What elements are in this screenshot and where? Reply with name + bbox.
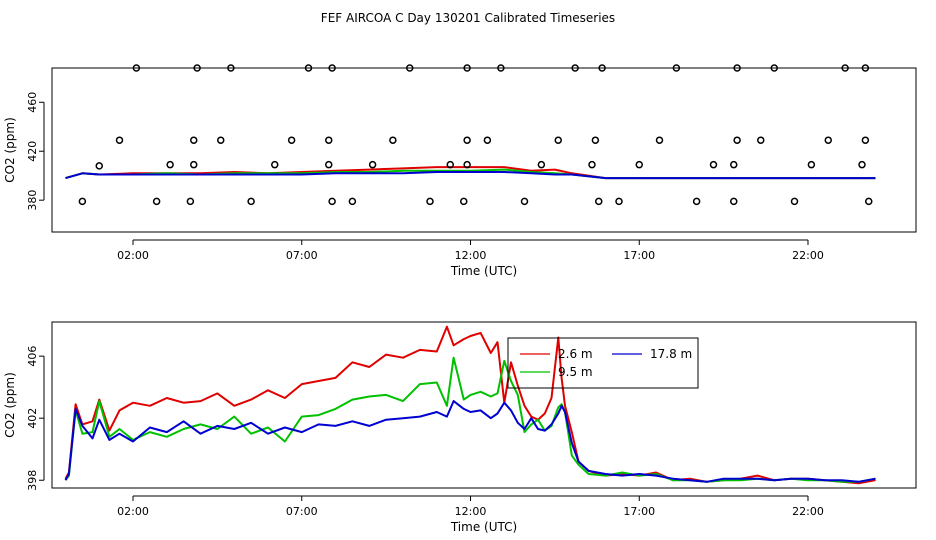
calibration-point	[635, 160, 643, 169]
series-line-2-6-m	[64, 325, 876, 485]
plot-frame	[51, 321, 917, 489]
series-line-17-8-m	[65, 171, 876, 180]
calibration-point	[858, 160, 866, 169]
calibration-point	[554, 136, 562, 144]
calibration-point	[78, 197, 87, 206]
series-line-9-5-m	[64, 356, 876, 483]
calibration-point	[672, 64, 681, 72]
calibration-point	[730, 197, 738, 206]
calibration-point	[861, 136, 870, 144]
calibration-point	[368, 160, 377, 169]
x-tick-label: 17:00	[623, 249, 655, 262]
chart-title: FEF AIRCOA C Day 130201 Calibrated Times…	[321, 11, 615, 25]
y-tick-label: 402	[26, 408, 39, 429]
calibration-point	[463, 136, 471, 144]
calibration-point	[271, 160, 279, 169]
x-tick-label: 12:00	[455, 505, 487, 518]
calibration-point	[615, 197, 623, 206]
calibrated-timeseries-panel: 02:00 07:00 12:00 17:00 22:00 Time (UTC) 380 42…	[3, 64, 917, 278]
calibration-point	[733, 64, 741, 72]
calibration-point	[190, 160, 198, 169]
calibration-point	[247, 197, 255, 206]
y-tick-label: 406	[26, 346, 39, 367]
calibration-point	[861, 64, 870, 72]
calibration-point	[709, 160, 718, 169]
y-tick-label: 380	[26, 190, 39, 211]
calibration-point	[520, 197, 529, 206]
calibration-point	[733, 136, 741, 144]
calibration-point	[95, 162, 103, 170]
calibration-point	[132, 64, 141, 72]
calibration-point	[115, 136, 124, 144]
calibration-point	[497, 64, 505, 72]
x-tick-label: 02:00	[117, 505, 149, 518]
y-tick-label: 420	[26, 141, 39, 162]
calibration-point	[537, 160, 546, 169]
plot-frame	[51, 67, 917, 233]
calibration-point	[588, 160, 596, 169]
x-axis-title: Time (UTC)	[450, 520, 517, 534]
y-tick-label: 460	[26, 92, 39, 113]
calibration-point	[841, 64, 849, 72]
calibration-point	[460, 197, 468, 206]
calibration-point	[227, 64, 235, 72]
calibration-point	[446, 160, 454, 169]
calibration-point	[692, 197, 701, 206]
x-axis-title: Time (UTC)	[450, 264, 517, 278]
y-axis-title: CO2 (ppm)	[3, 372, 17, 438]
x-tick-label: 12:00	[455, 249, 487, 262]
legend-label: 9.5 m	[558, 365, 593, 379]
y-axis-title: CO2 (ppm)	[3, 117, 17, 183]
calibration-point	[328, 64, 336, 72]
calibration-point	[166, 160, 174, 169]
calibration-point	[807, 160, 816, 169]
series-line-17-8-m	[64, 400, 876, 483]
x-tick-label: 22:00	[792, 505, 824, 518]
calibration-point	[304, 64, 313, 72]
y-tick-label: 398	[26, 470, 39, 491]
legend-box	[507, 337, 699, 389]
calibration-point	[152, 197, 161, 206]
x-tick-label: 02:00	[117, 249, 149, 262]
calibration-point	[406, 64, 414, 72]
x-tick-label: 22:00	[792, 249, 824, 262]
calibration-point	[790, 197, 799, 206]
calibration-point	[463, 64, 471, 72]
calibration-point	[770, 64, 778, 72]
legend-label: 17.8 m	[650, 347, 692, 361]
calibration-point	[287, 136, 296, 144]
calibration-point	[571, 64, 579, 72]
x-tick-label: 07:00	[286, 249, 318, 262]
legend-label: 2.6 m	[558, 347, 593, 361]
calibration-point	[824, 136, 832, 144]
calibration-point	[328, 197, 336, 206]
calibration-point	[426, 197, 434, 206]
calibration-point	[598, 64, 606, 72]
calibration-point	[190, 136, 198, 144]
calibration-point	[186, 197, 195, 206]
calibration-point	[389, 136, 397, 144]
calibration-point	[865, 197, 873, 206]
calibration-point	[730, 160, 738, 169]
calibration-point	[348, 197, 357, 206]
calibration-point	[463, 160, 471, 169]
zoomed-timeseries-panel: 02:00 07:00 12:00 17:00 22:00 Time (UTC) 398 40…	[3, 321, 917, 534]
x-tick-label: 07:00	[286, 505, 318, 518]
calibration-point	[217, 136, 225, 144]
calibration-point	[595, 197, 603, 206]
x-tick-label: 17:00	[623, 505, 655, 518]
calibration-point	[757, 136, 765, 144]
calibration-point	[591, 136, 600, 144]
calibration-point	[325, 136, 333, 144]
calibration-point	[193, 64, 201, 72]
calibration-point	[483, 136, 492, 144]
calibration-point	[325, 160, 333, 169]
calibration-point	[655, 136, 664, 144]
